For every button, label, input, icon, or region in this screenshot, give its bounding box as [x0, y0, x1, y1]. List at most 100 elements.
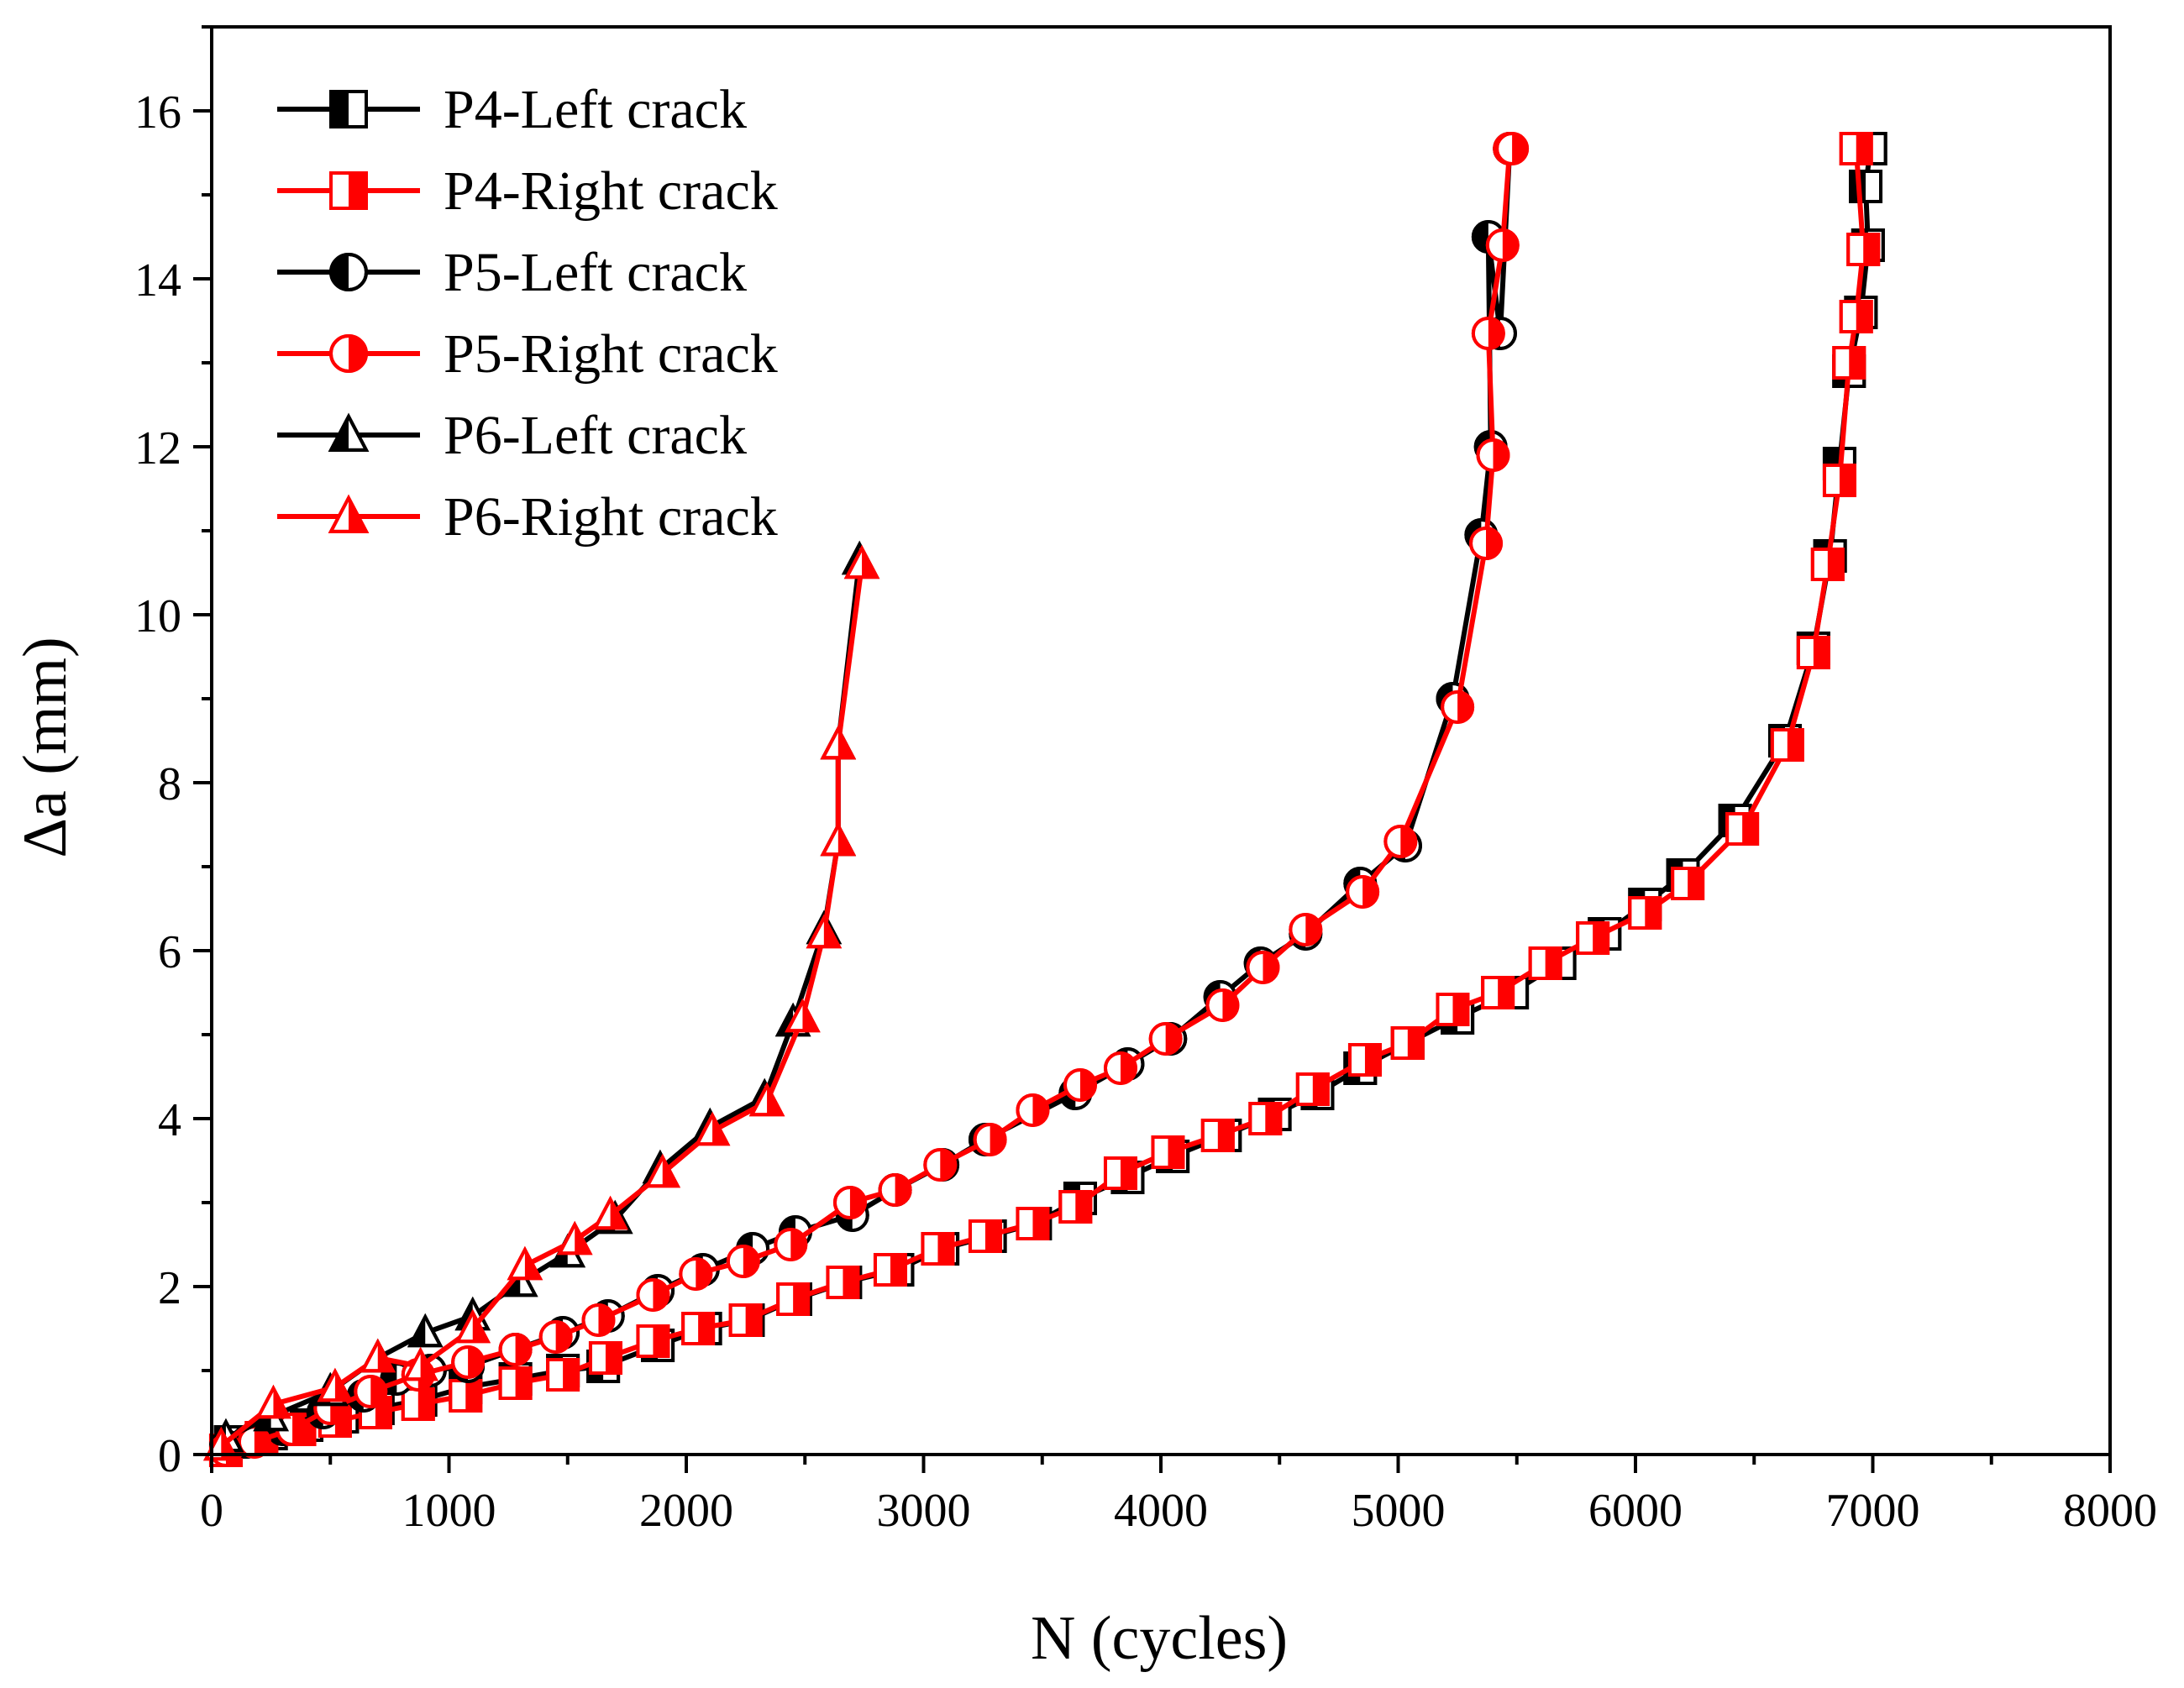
data-point [588, 1341, 622, 1375]
legend-label: P5-Right crack [444, 323, 778, 385]
legend-label: P4-Left crack [444, 79, 747, 140]
data-point [1671, 867, 1705, 900]
plot-frame [210, 25, 2112, 1456]
data-point [968, 1219, 1002, 1253]
data-point [776, 1282, 811, 1316]
data-point [726, 1245, 760, 1278]
data-point [1103, 1156, 1137, 1190]
data-point [538, 1320, 573, 1354]
data-point [1347, 1043, 1382, 1077]
data-point [360, 1338, 396, 1373]
data-point [923, 1148, 958, 1182]
series-p4-right-crack [208, 132, 1881, 1467]
x-tick-label: 7000 [1826, 1485, 1920, 1537]
data-point [774, 1228, 808, 1261]
x-tick-label: 1000 [402, 1485, 496, 1537]
y-tick-label: 14 [134, 254, 181, 307]
data-point [1148, 1022, 1183, 1056]
data-point [1063, 1068, 1097, 1102]
data-point [1471, 317, 1505, 350]
data-point [402, 1346, 438, 1381]
series-p5-left-crack [208, 132, 1527, 1463]
y-tick-label: 4 [158, 1094, 181, 1146]
data-point [255, 1384, 291, 1419]
data-point [1725, 812, 1760, 846]
data-point [451, 1345, 486, 1379]
y-tick-label: 12 [134, 422, 181, 474]
data-point [1390, 1026, 1425, 1060]
legend-marker [329, 90, 368, 128]
data-point [748, 1082, 785, 1117]
legend-marker [329, 253, 368, 291]
data-point [694, 1111, 731, 1146]
data-point [644, 1153, 681, 1188]
data-point [1528, 946, 1562, 980]
data-point [1441, 690, 1475, 724]
data-point [1810, 548, 1845, 581]
data-point [1822, 464, 1856, 497]
y-tick-label: 16 [134, 86, 181, 139]
data-point [1289, 913, 1323, 946]
legend-label: P6-Left crack [444, 405, 747, 466]
data-point [1383, 825, 1418, 858]
data-point [1495, 132, 1530, 165]
series-line [225, 148, 1513, 1449]
data-point [785, 998, 821, 1033]
data-point [1246, 951, 1280, 984]
data-point [449, 1379, 483, 1413]
data-point [636, 1278, 670, 1312]
data-point [681, 1312, 716, 1345]
y-tick-label: 0 [158, 1430, 181, 1482]
axes: 0 1000 2000 3000 4000 5000 6000 7000 8000 0 2 4 6 8 10… [134, 25, 2157, 1537]
legend: P4-Left crack P4-Right crack P5-Left crack… [277, 79, 778, 548]
data-point [1058, 1190, 1093, 1224]
data-point [498, 1366, 533, 1400]
data-point [317, 1367, 354, 1402]
data-point [728, 1303, 763, 1337]
data-point [820, 725, 857, 760]
data-point [1832, 346, 1866, 380]
x-tick-label: 0 [200, 1485, 223, 1537]
data-point [407, 1313, 444, 1348]
data-point [1346, 875, 1380, 909]
data-point [454, 1308, 491, 1344]
legend-entry: P4-Right crack [277, 160, 778, 222]
data-point [556, 1220, 593, 1256]
data-point [1846, 233, 1881, 266]
legend-entry: P6-Left crack [277, 405, 747, 466]
data-point [636, 1324, 670, 1358]
series-p6-left-crack [207, 540, 878, 1453]
y-tick-label: 2 [158, 1262, 181, 1314]
data-point [1295, 1072, 1330, 1106]
data-point [878, 1173, 912, 1207]
data-point [1576, 921, 1610, 955]
data-point [1103, 1051, 1137, 1085]
data-point [826, 1266, 860, 1299]
data-point [1628, 896, 1662, 930]
data-point [1016, 1093, 1050, 1127]
data-point [1481, 976, 1515, 1009]
data-point [1016, 1207, 1050, 1240]
legend-entry: P5-Right crack [277, 323, 778, 385]
legend-marker [328, 494, 370, 533]
plot-area [202, 132, 1887, 1467]
x-tick-label: 5000 [1352, 1485, 1446, 1537]
data-point [820, 821, 857, 857]
data-point [1436, 993, 1470, 1026]
data-point [1476, 438, 1510, 472]
data-point [354, 1375, 388, 1408]
data-point [679, 1257, 713, 1291]
series-line [225, 146, 1513, 1453]
x-tick-label: 2000 [639, 1485, 733, 1537]
legend-label: P5-Left crack [444, 242, 747, 303]
data-point [592, 1195, 628, 1230]
data-point [507, 1245, 543, 1281]
legend-entry: P4-Left crack [277, 79, 747, 140]
series-p6-right-crack [202, 544, 880, 1461]
data-point [1151, 1135, 1185, 1169]
data-point [1839, 132, 1873, 165]
data-point [276, 1413, 310, 1446]
data-point [973, 1123, 1007, 1156]
data-point [401, 1387, 435, 1421]
